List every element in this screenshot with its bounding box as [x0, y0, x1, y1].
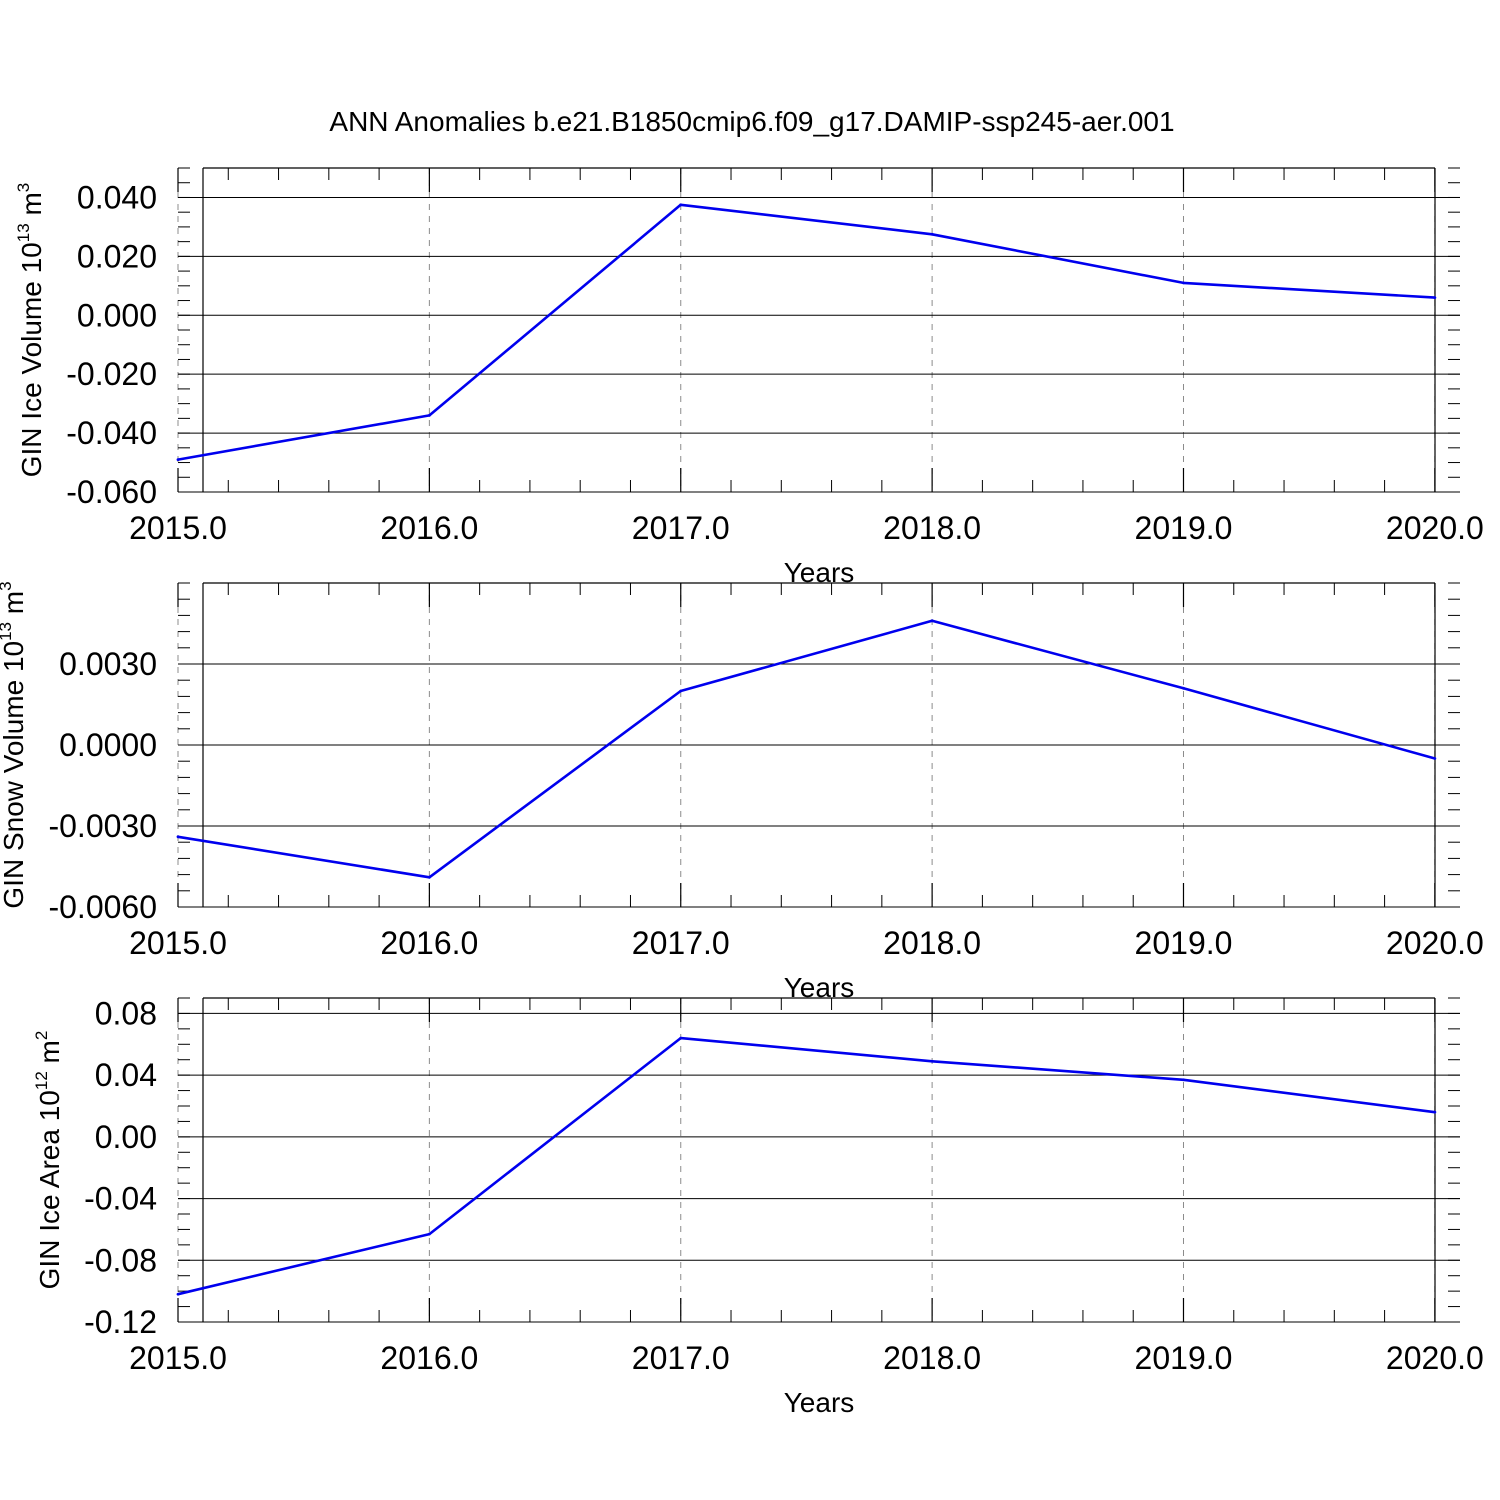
data-point	[1182, 281, 1185, 285]
y-tick-label: 0.040	[77, 179, 157, 215]
chart-panel-1: -0.060 -0.040 -0.020 0.000 0.020 0.040 2015.0 2…	[14, 167, 1484, 588]
data-point	[679, 689, 683, 693]
y-axis-label-text: GIN Snow Volume 10	[0, 641, 29, 909]
y-axis-label-unit-exponent: 3	[0, 581, 15, 590]
y-tick-label: -0.12	[84, 1304, 157, 1340]
y-axis-label-unit-exponent: 2	[32, 1031, 51, 1040]
data-point	[1433, 296, 1437, 299]
x-tick-label: 2016.0	[380, 925, 478, 961]
data-point	[427, 1232, 431, 1236]
x-tick-label: 2020.0	[1386, 510, 1484, 546]
x-tick-label: 2019.0	[1135, 510, 1233, 546]
y-axis-label: GIN Snow Volume 1013 m3	[0, 581, 29, 908]
x-tick-label: 2020.0	[1386, 1340, 1484, 1376]
y-tick-label: -0.0060	[48, 889, 157, 925]
y-axis-label-unit: m	[16, 192, 47, 223]
chart-panel-3: -0.12 -0.08 -0.04 0.00 0.04 0.08 2015.0 2016.0 2…	[32, 995, 1484, 1418]
data-point	[679, 203, 683, 207]
y-tick-label: -0.040	[66, 415, 157, 451]
x-tick-label: 2015.0	[129, 1340, 227, 1376]
y-tick-label: -0.060	[66, 474, 157, 510]
x-tick-label: 2017.0	[632, 1340, 730, 1376]
data-series-line	[177, 1036, 1436, 1296]
y-tick-label: -0.0030	[48, 808, 157, 844]
x-tick-label: 2020.0	[1386, 925, 1484, 961]
y-axis-label-text: GIN Ice Volume 10	[16, 242, 47, 477]
data-point	[1182, 1078, 1185, 1082]
panels: -0.060 -0.040 -0.020 0.000 0.020 0.040 2015.0 2…	[0, 167, 1484, 1418]
y-axis-label-unit: m	[34, 1040, 65, 1071]
y-axis-label-text: GIN Ice Area 10	[34, 1090, 65, 1289]
y-axis-label-exponent: 13	[14, 223, 33, 242]
y-axis-label-exponent: 13	[0, 622, 15, 641]
data-point	[176, 835, 180, 839]
x-tick-label: 2015.0	[129, 510, 227, 546]
x-tick-label: 2016.0	[380, 510, 478, 546]
data-point	[930, 619, 934, 623]
y-tick-label: 0.000	[77, 297, 157, 333]
data-point	[427, 875, 431, 879]
y-tick-label: -0.04	[84, 1181, 157, 1217]
x-axis-label: Years	[784, 1387, 855, 1418]
y-tick-label: 0.0000	[59, 727, 157, 763]
data-point	[930, 1059, 934, 1063]
data-point	[1433, 757, 1437, 760]
x-tick-label: 2018.0	[883, 1340, 981, 1376]
data-point	[930, 232, 934, 236]
x-tick-label: 2017.0	[632, 510, 730, 546]
y-axis-label-unit: m	[0, 591, 29, 622]
data-point	[176, 1292, 180, 1296]
data-series-line	[177, 203, 1435, 461]
x-tick-label: 2017.0	[632, 925, 730, 961]
figure-title: ANN Anomalies b.e21.B1850cmip6.f09_g17.D…	[329, 106, 1174, 137]
x-tick-label: 2019.0	[1135, 925, 1233, 961]
y-tick-label: 0.0030	[59, 646, 157, 682]
y-tick-label: 0.00	[95, 1119, 157, 1155]
x-tick-label: 2018.0	[883, 925, 981, 961]
y-tick-label: 0.08	[95, 995, 157, 1031]
x-tick-label: 2018.0	[883, 510, 981, 546]
data-point	[427, 414, 431, 417]
y-tick-label: 0.020	[77, 238, 157, 274]
y-axis-label-exponent: 12	[32, 1071, 51, 1090]
x-tick-label: 2016.0	[380, 1340, 478, 1376]
y-tick-label: 0.04	[95, 1057, 157, 1093]
y-tick-label: -0.08	[84, 1242, 157, 1278]
y-axis-label: GIN Ice Area 1012 m2	[32, 1031, 65, 1290]
y-tick-label: -0.020	[66, 356, 157, 392]
data-series-line	[177, 619, 1436, 879]
data-point	[176, 458, 180, 461]
x-tick-label: 2019.0	[1135, 1340, 1233, 1376]
x-tick-label: 2015.0	[129, 925, 227, 961]
data-point	[1433, 1110, 1437, 1114]
chart-panel-2: -0.0060 -0.0030 0.0000 0.0030 2015.0 2016.0 20…	[0, 581, 1484, 1003]
y-axis-label-unit-exponent: 3	[14, 183, 33, 192]
data-point	[1182, 686, 1185, 690]
data-point	[679, 1036, 683, 1040]
y-axis-label: GIN Ice Volume 1013 m3	[14, 183, 47, 478]
